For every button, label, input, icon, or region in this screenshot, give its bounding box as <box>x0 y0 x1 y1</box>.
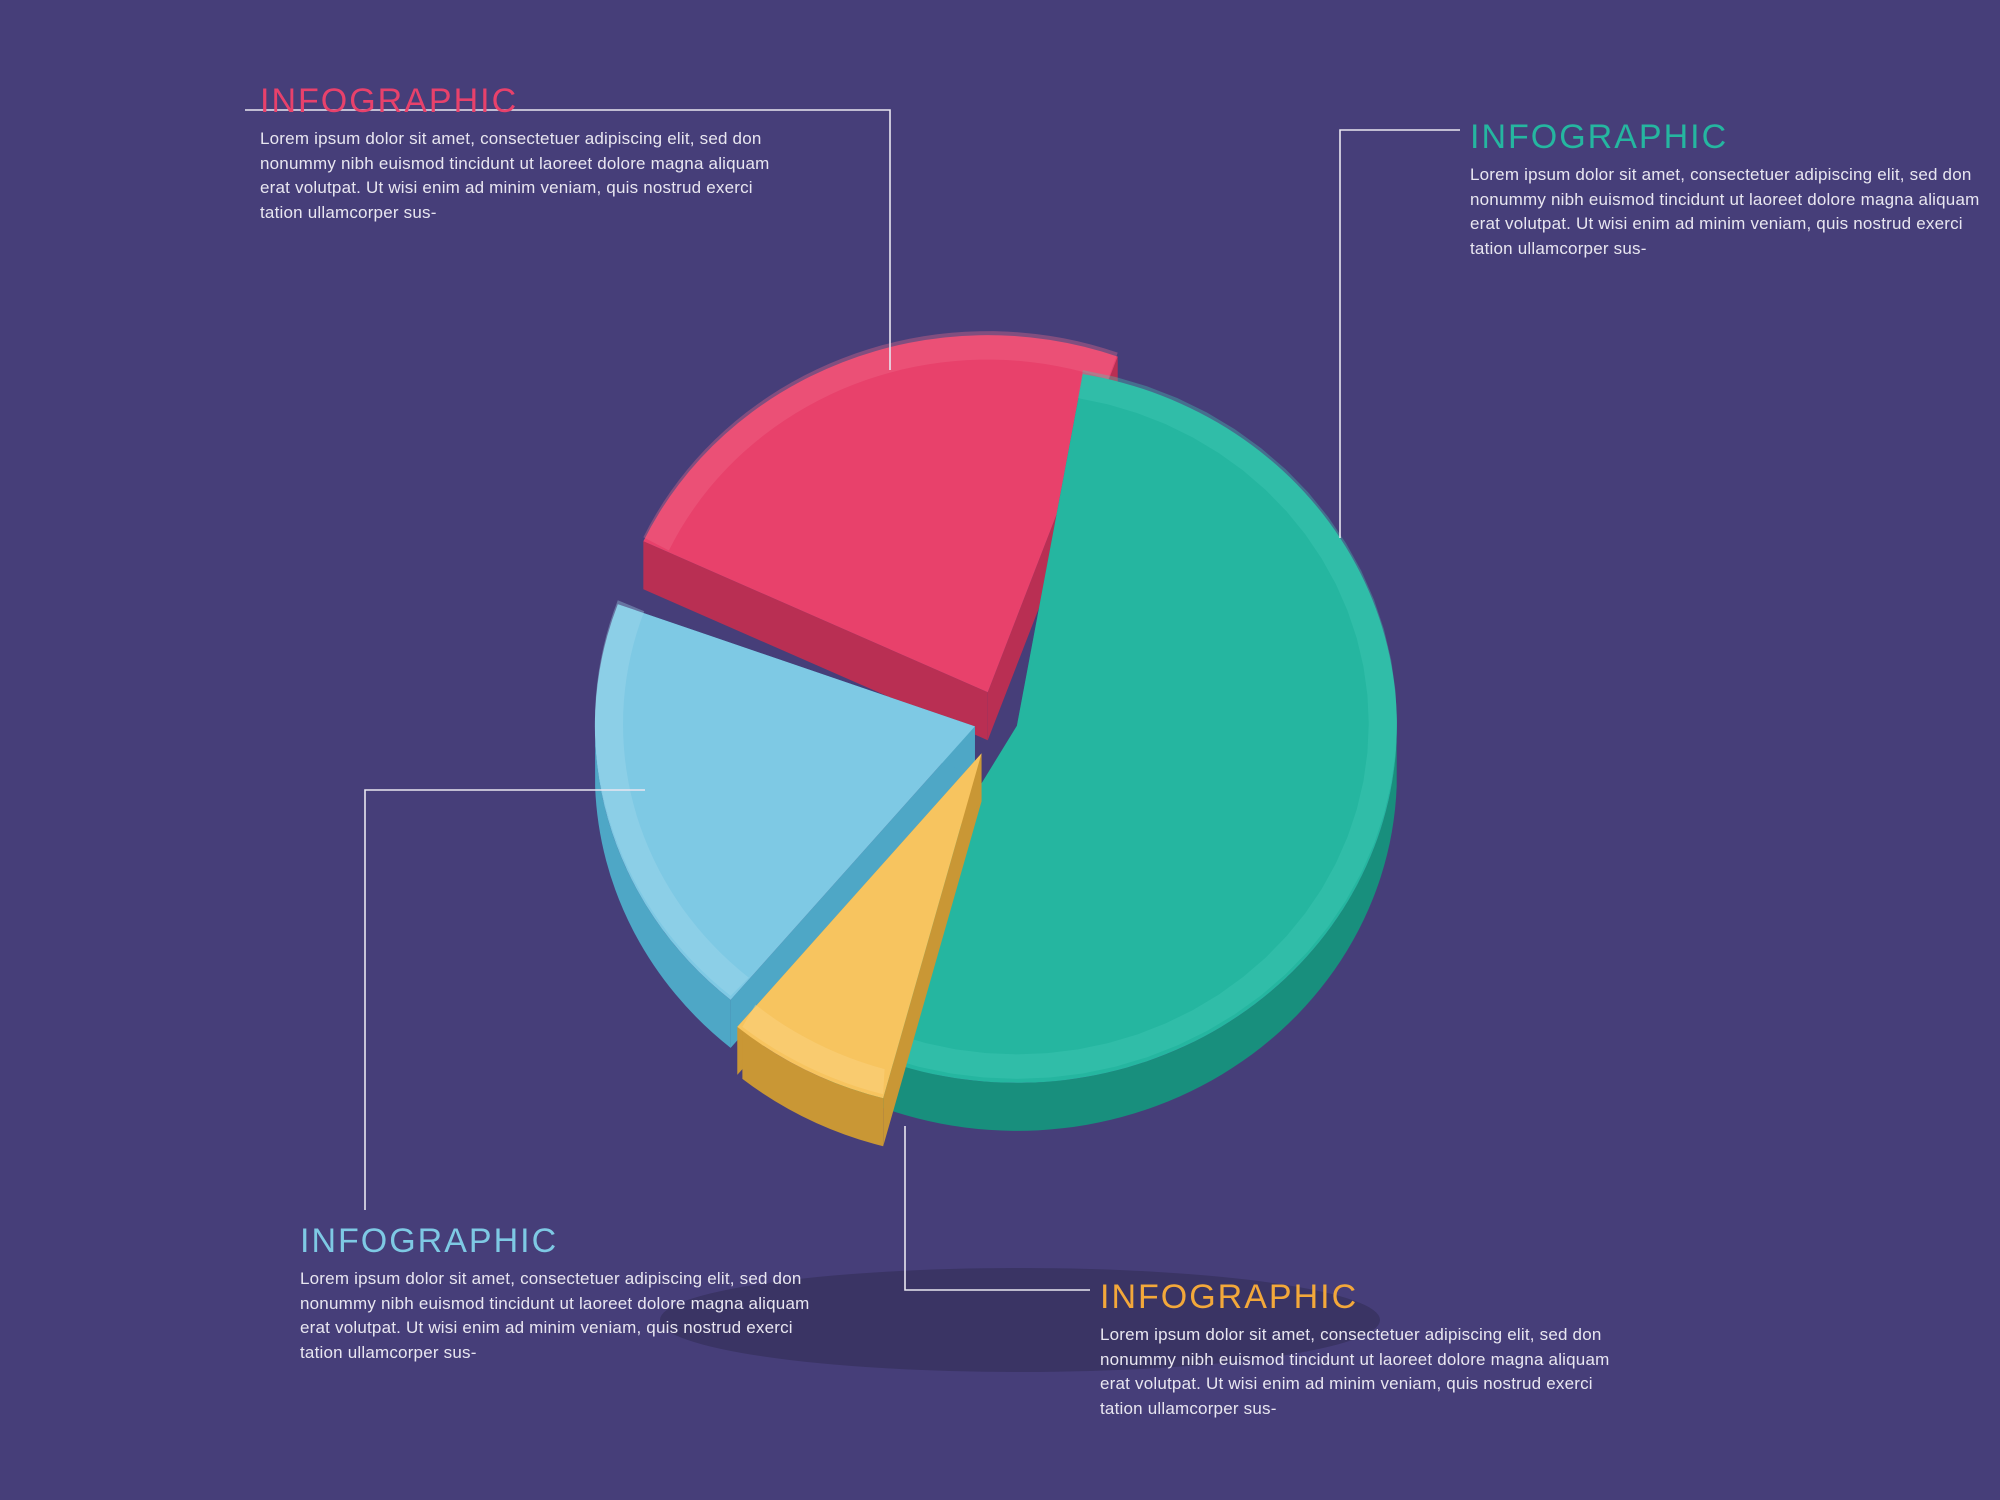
callout-pink-title: INFOGRAPHIC <box>260 82 780 121</box>
callout-pink: INFOGRAPHIC Lorem ipsum dolor sit amet, … <box>260 82 780 226</box>
callout-pink-body: Lorem ipsum dolor sit amet, consectetuer… <box>260 127 780 226</box>
callout-gold: INFOGRAPHIC Lorem ipsum dolor sit amet, … <box>1100 1278 1620 1422</box>
callout-teal-body: Lorem ipsum dolor sit amet, consectetuer… <box>1470 163 1990 262</box>
callout-teal-title: INFOGRAPHIC <box>1470 118 1990 157</box>
callout-teal: INFOGRAPHIC Lorem ipsum dolor sit amet, … <box>1470 118 1990 262</box>
infographic-stage: INFOGRAPHIC Lorem ipsum dolor sit amet, … <box>0 0 2000 1500</box>
callout-sky: INFOGRAPHIC Lorem ipsum dolor sit amet, … <box>300 1222 820 1366</box>
callout-sky-body: Lorem ipsum dolor sit amet, consectetuer… <box>300 1267 820 1366</box>
callout-gold-body: Lorem ipsum dolor sit amet, consectetuer… <box>1100 1323 1620 1422</box>
callout-sky-title: INFOGRAPHIC <box>300 1222 820 1261</box>
callout-gold-title: INFOGRAPHIC <box>1100 1278 1620 1317</box>
